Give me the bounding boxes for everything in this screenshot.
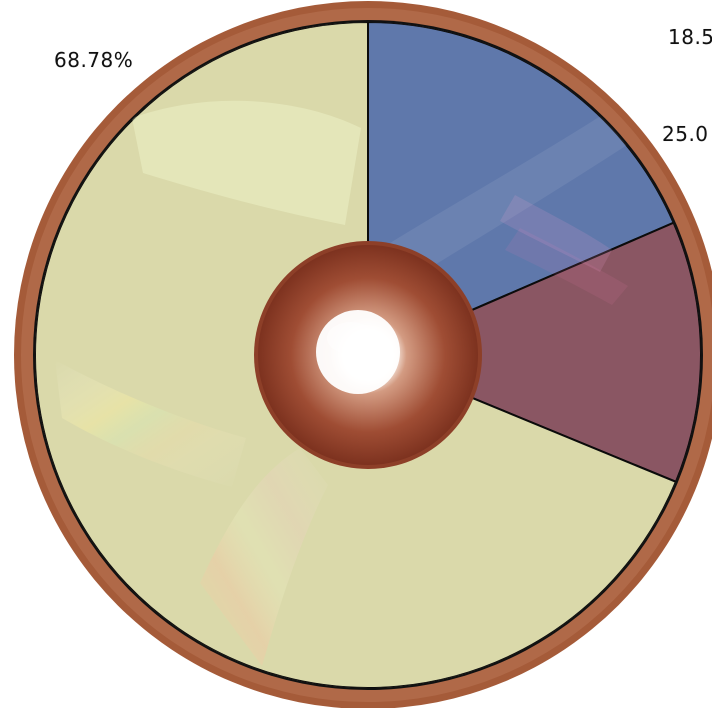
disc-hole bbox=[316, 310, 400, 394]
slice-label-25-0: 25.0 bbox=[662, 122, 709, 146]
slice-label-68-78: 68.78% bbox=[54, 48, 134, 72]
hub-highlight bbox=[327, 322, 375, 354]
slice-label-18-5: 18.5 bbox=[668, 25, 712, 49]
pie-slice-1 bbox=[365, 221, 701, 484]
disc-reflection-overlay bbox=[55, 100, 638, 666]
